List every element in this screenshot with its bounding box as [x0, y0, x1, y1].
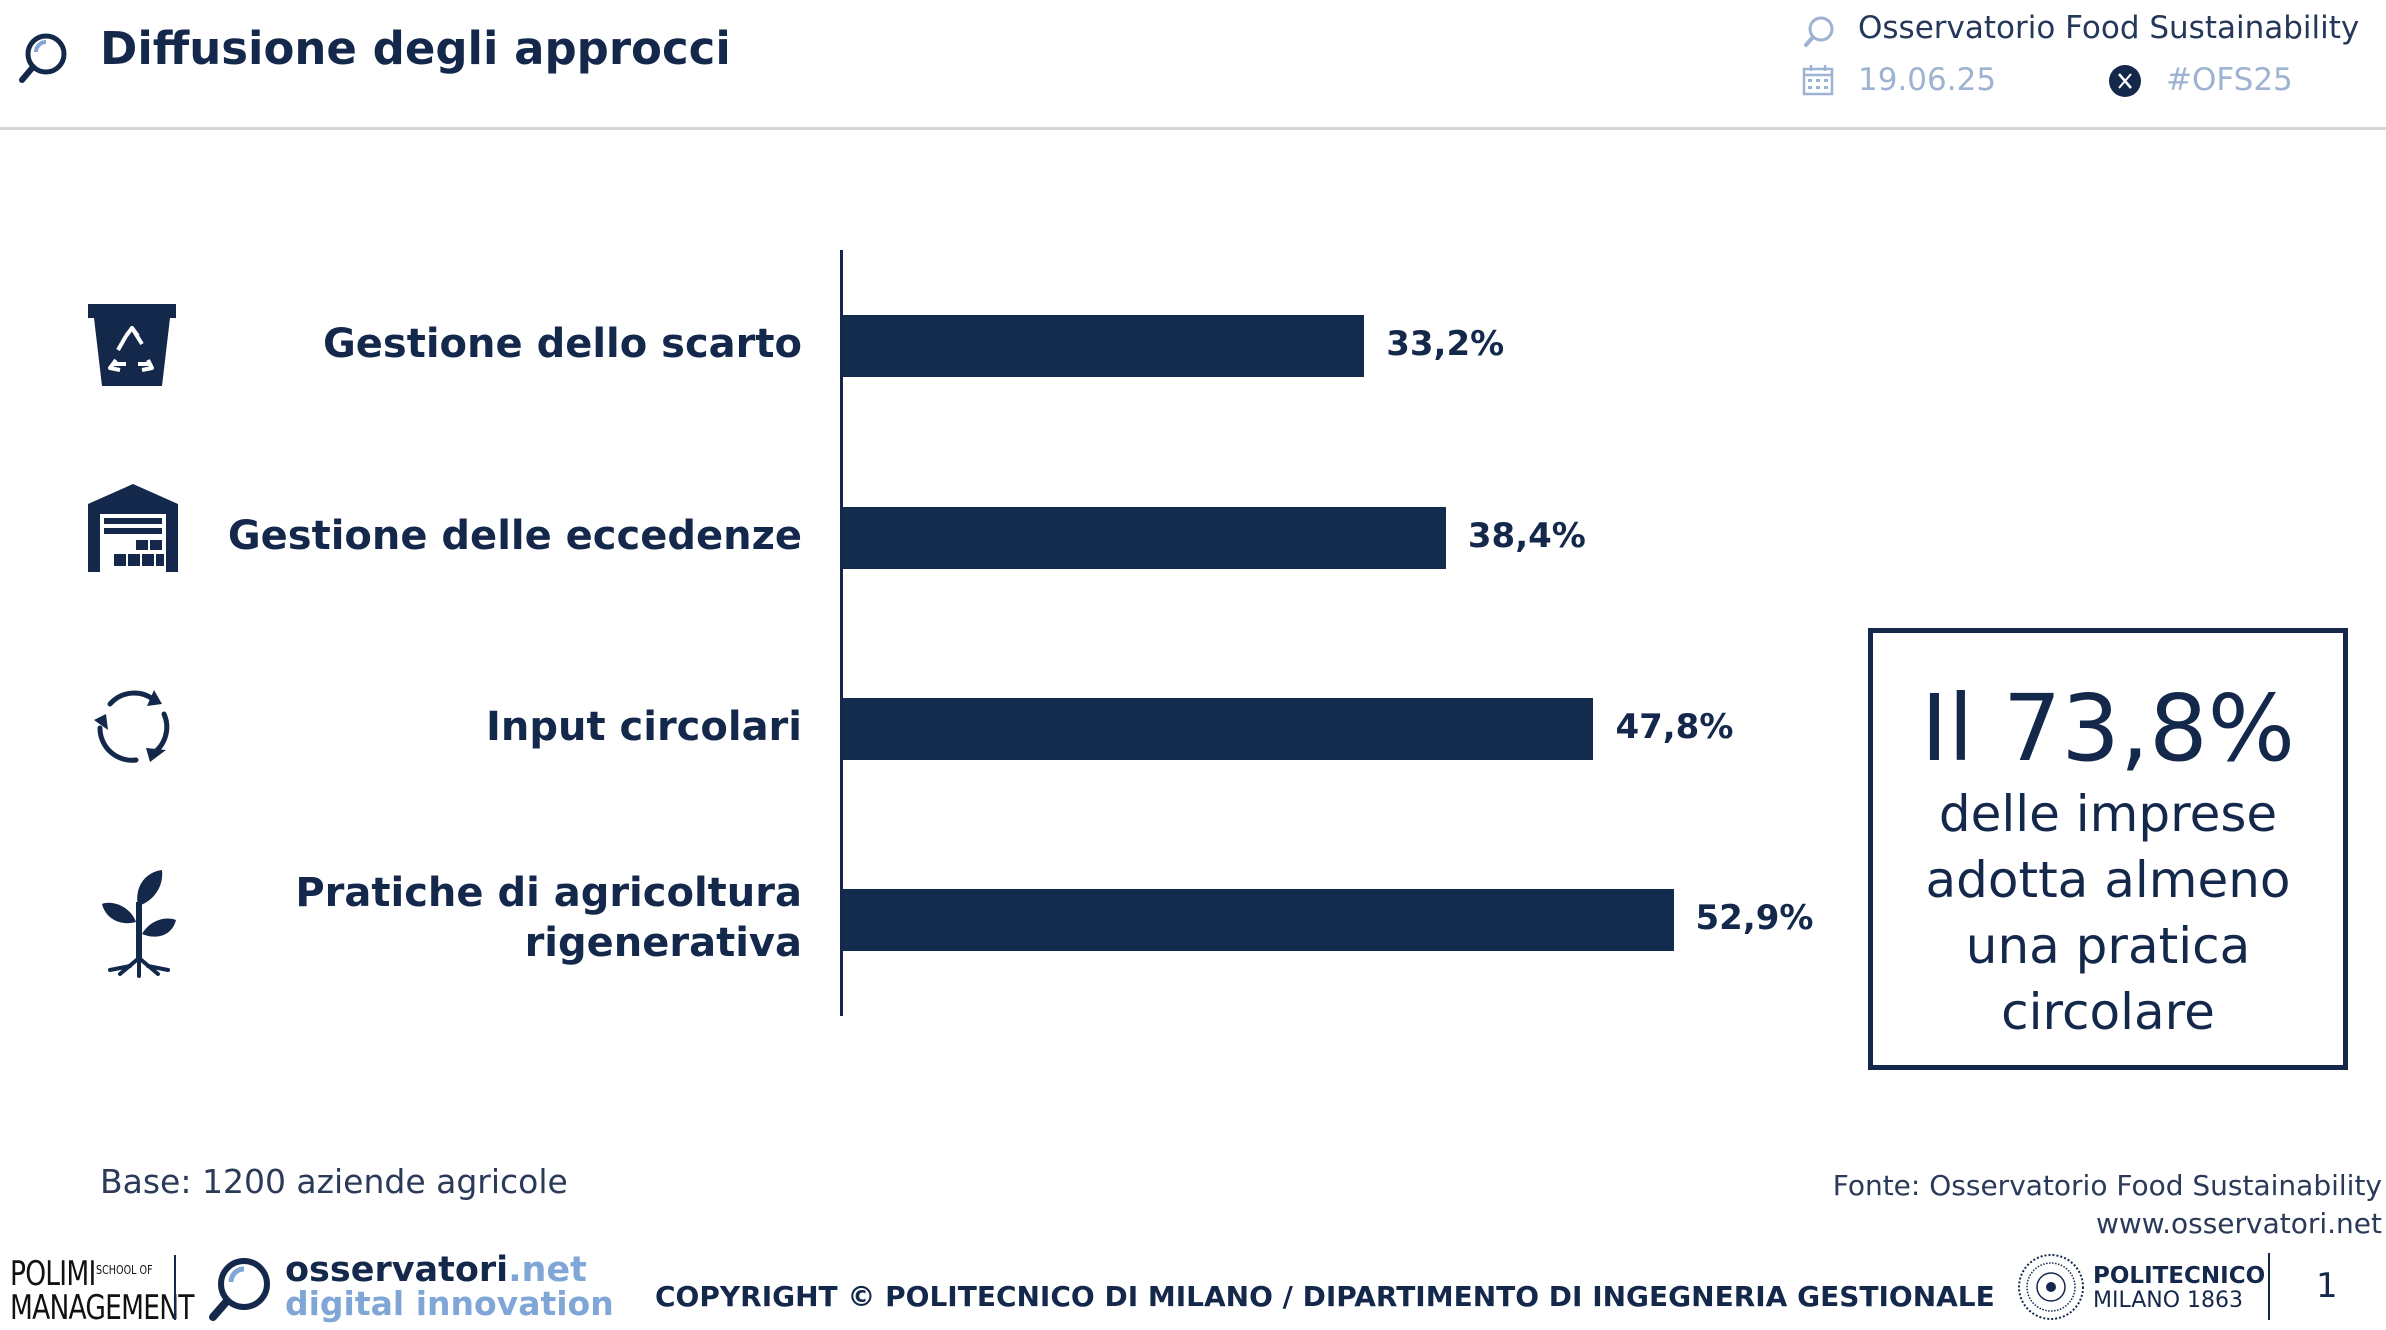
- observatory-name: Osservatorio Food Sustainability: [1858, 10, 2360, 46]
- category-label: Input circolari: [182, 702, 802, 752]
- polimi-logo-bottom: MANAGEMENT: [10, 1288, 195, 1328]
- source-note: Fonte: Osservatorio Food Sustainability …: [1833, 1167, 2382, 1243]
- calendar-icon: [1802, 65, 1834, 96]
- category-label-line: rigenerativa: [524, 920, 802, 966]
- highlight-percentage: Il 73,8%: [1920, 675, 2296, 782]
- osservatori-net-subtitle: digital innovation: [285, 1284, 614, 1323]
- politecnico-logo-line2: MILANO 1863: [2093, 1288, 2244, 1313]
- page-number: 1: [2316, 1266, 2338, 1306]
- website-link[interactable]: www.osservatori.net: [2095, 1207, 2382, 1240]
- category-label-line: Gestione dello scarto: [322, 321, 802, 367]
- osservatori-suffix: .net: [508, 1250, 587, 1290]
- politecnico-seal-icon: [2018, 1254, 2084, 1320]
- polimi-logo-school: SCHOOL OF: [96, 1263, 153, 1277]
- highlight-line: circolare: [2001, 983, 2215, 1041]
- category-label-line: Gestione delle eccedenze: [227, 513, 802, 559]
- footer-divider: [174, 1255, 176, 1320]
- value-label: 38,4%: [1467, 516, 1586, 556]
- warehouse-icon: [88, 484, 178, 572]
- copyright-text: COPYRIGHT © POLITECNICO DI MILANO / DIPA…: [655, 1280, 1995, 1313]
- category-label: Gestione delle eccedenze: [182, 511, 802, 561]
- page-title: Diffusione degli approcci: [100, 22, 731, 75]
- polimi-logo-top: POLIMI: [10, 1254, 96, 1294]
- value-label: 52,9%: [1695, 898, 1814, 938]
- highlight-line: adotta almeno: [1925, 851, 2291, 909]
- category-label: Pratiche di agricoltura rigenerativa: [182, 868, 802, 968]
- highlight-box: Il 73,8% delle imprese adotta almeno una…: [1868, 628, 2348, 1070]
- event-hashtag: #OFS25: [2166, 62, 2293, 98]
- x-twitter-icon: [2109, 65, 2141, 97]
- bar: [843, 698, 1594, 760]
- chart-axis-line: [840, 250, 843, 1016]
- footer-divider: [2268, 1253, 2270, 1320]
- highlight-line: delle imprese: [1938, 785, 2278, 843]
- observatory-icon: [1804, 16, 1834, 47]
- bar: [843, 507, 1446, 569]
- osservatori-net-logo-text: osservatori.net: [285, 1250, 587, 1290]
- category-label: Gestione dello scarto: [182, 319, 802, 369]
- plant-roots-icon: [102, 870, 176, 978]
- value-label: 33,2%: [1386, 324, 1505, 364]
- sample-base-note: Base: 1200 aziende agricole: [100, 1162, 568, 1201]
- osservatori-logo-icon: [19, 33, 67, 83]
- recycle-bin-icon: [88, 304, 176, 386]
- politecnico-logo-line1: POLITECNICO: [2093, 1263, 2266, 1289]
- osservatori-net-logo-icon: [209, 1258, 270, 1321]
- header-divider: [0, 127, 2386, 130]
- highlight-line: una pratica: [1965, 917, 2251, 975]
- bar: [843, 315, 1365, 377]
- event-date: 19.06.25: [1858, 62, 1997, 98]
- source-text: Fonte: Osservatorio Food Sustainability: [1832, 1169, 2382, 1202]
- bar: [843, 889, 1674, 951]
- category-label-line: Pratiche di agricoltura: [295, 870, 802, 916]
- osservatori-name: osservatori: [285, 1250, 509, 1290]
- value-label: 47,8%: [1615, 707, 1734, 747]
- highlight-text: delle imprese adotta almeno una pratica …: [1883, 781, 2333, 1045]
- circular-arrows-icon: [94, 690, 170, 763]
- category-label-line: Input circolari: [486, 704, 802, 750]
